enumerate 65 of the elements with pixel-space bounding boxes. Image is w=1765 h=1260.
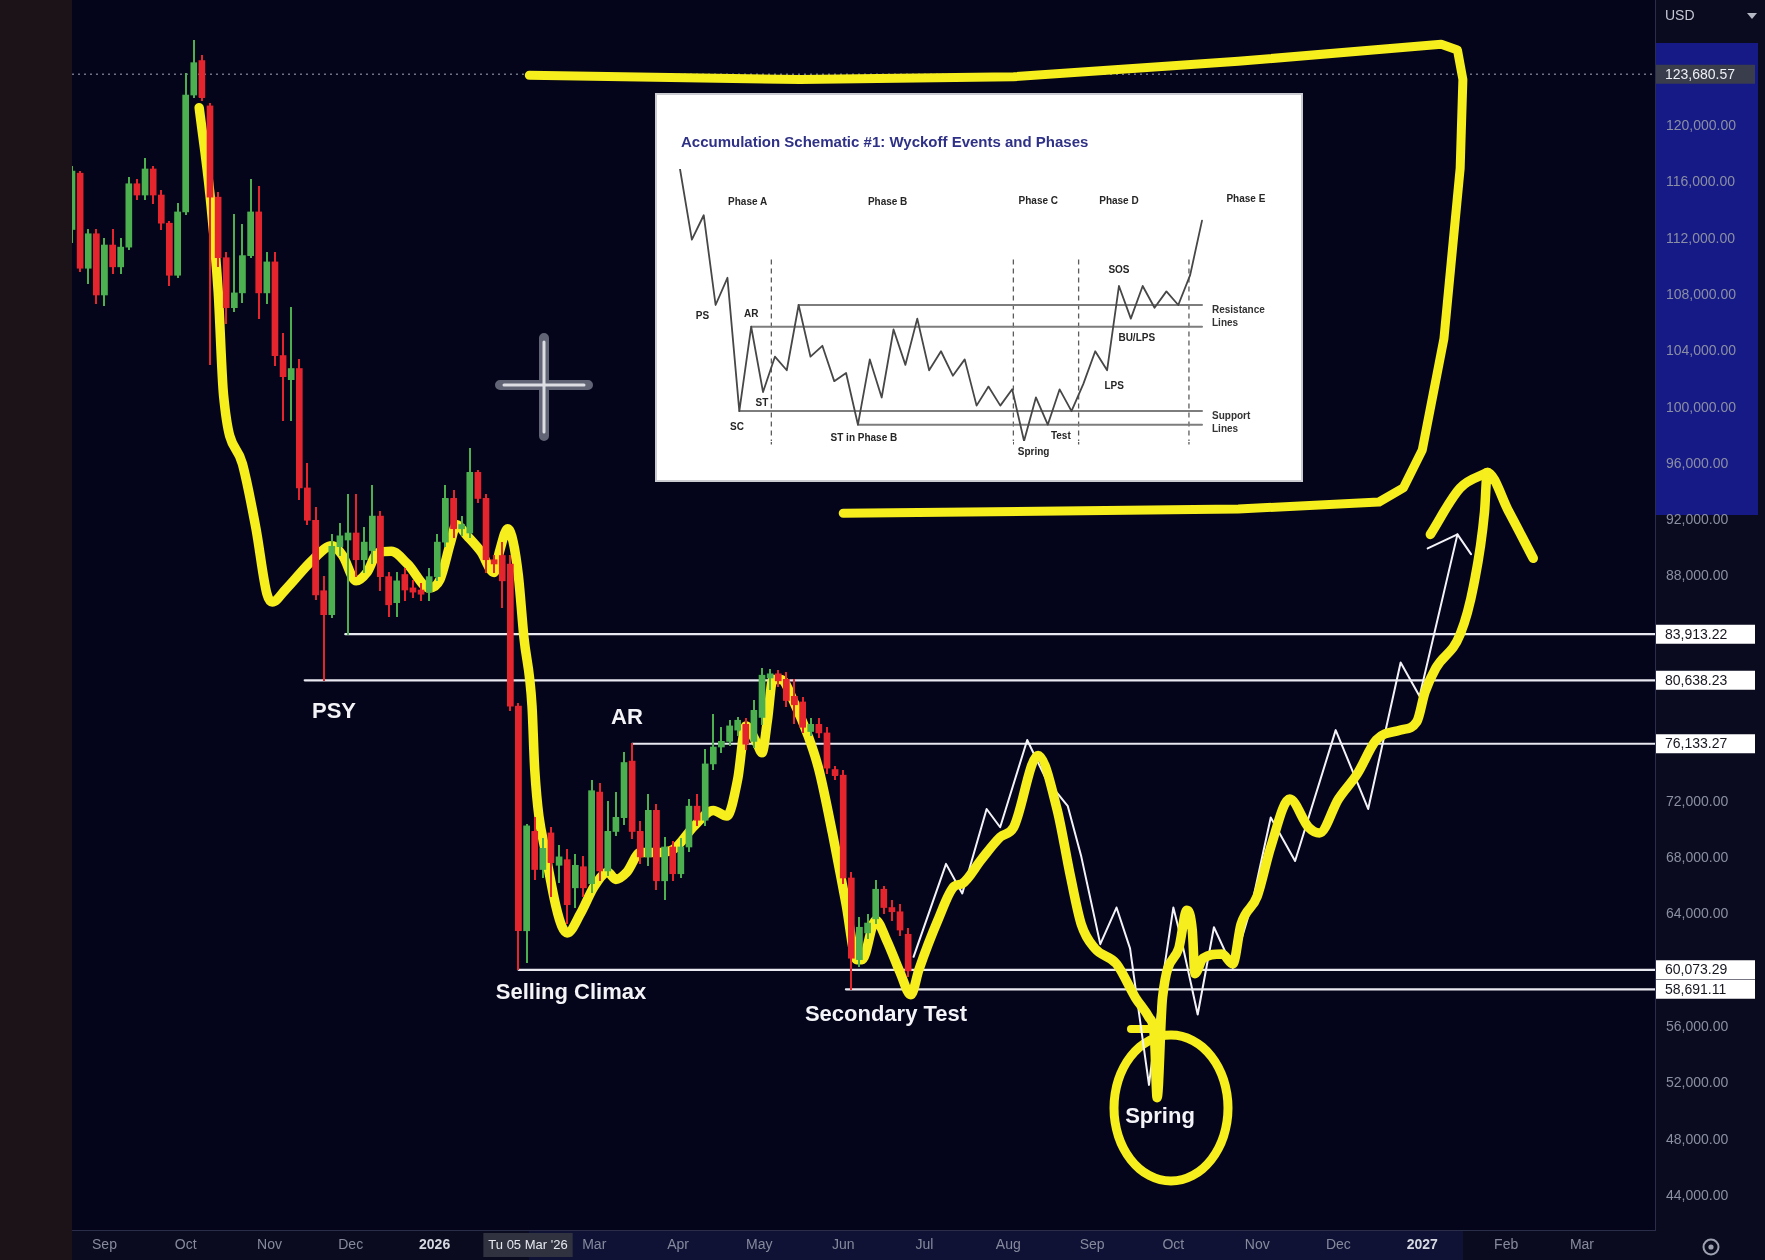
y-tick-label: 92,000.00 <box>1666 511 1729 528</box>
annotation: PS <box>695 309 710 321</box>
annotation: AR <box>611 704 643 730</box>
y-tick-label: 120,000.00 <box>1666 116 1737 133</box>
x-tick-label: Dec <box>338 1236 364 1253</box>
y-tick-label: 72,000.00 <box>1666 792 1729 809</box>
x-tick-label: Feb <box>1494 1236 1519 1253</box>
y-tick-label: 112,000.00 <box>1666 229 1736 246</box>
y-tick-label: 116,000.00 <box>1666 173 1736 190</box>
annotation: Selling Climax <box>495 979 647 1005</box>
y-tick-label: 104,000.00 <box>1666 342 1737 359</box>
x-tick-label: Sep <box>1079 1236 1105 1253</box>
data-label: 76,133.27 <box>1665 735 1728 752</box>
x-tick-label: Oct <box>1162 1236 1185 1253</box>
y-tick-label: 44,000.00 <box>1666 1187 1729 1204</box>
annotation: Phase B <box>867 195 908 207</box>
ref-line-label: 123,680.57 <box>1665 65 1736 82</box>
chart-title: Accumulation Schematic #1: Wyckoff Events and Phases <box>681 133 1089 151</box>
annotation: Secondary Test <box>804 1001 968 1027</box>
y-tick-label: 68,000.00 <box>1666 849 1729 866</box>
x-tick-label: May <box>746 1236 773 1253</box>
annotation: ST in Phase B <box>830 431 898 443</box>
x-tick-label: Dec <box>1325 1236 1351 1253</box>
data-label: 60,073.29 <box>1665 961 1728 978</box>
annotation: Test <box>1050 429 1072 441</box>
annotation: SOS <box>1108 263 1130 275</box>
x-tick-label: Jun <box>831 1236 855 1253</box>
annotation: Phase C <box>1018 194 1059 206</box>
annotation: Phase A <box>728 196 768 208</box>
x-tick-label: Sep <box>92 1236 118 1253</box>
x-tick-label: Nov <box>1244 1236 1270 1253</box>
y-tick-label: 56,000.00 <box>1666 1018 1729 1035</box>
data-label: 58,691.11 <box>1665 980 1727 997</box>
x-tick-label: 2026 <box>419 1236 451 1253</box>
x-tick-label: Jul <box>915 1236 934 1253</box>
annotation: BU/LPS <box>1118 332 1156 344</box>
annotation: Spring <box>1017 446 1050 458</box>
annotation: Phase E <box>1226 193 1266 205</box>
x-tick-label: Mar <box>1569 1236 1595 1253</box>
y-tick-label: 96,000.00 <box>1666 454 1729 471</box>
y-tick-label: 108,000.00 <box>1666 285 1737 302</box>
annotation: ST <box>755 396 769 408</box>
annotation: Spring <box>1125 1103 1195 1129</box>
data-label: 80,638.23 <box>1665 671 1728 688</box>
series-label: Resistance Lines <box>1212 303 1266 328</box>
text: Tu 05 Mar '26 <box>488 1237 568 1253</box>
annotation: PSY <box>311 698 357 724</box>
y-tick-label: 100,000.00 <box>1666 398 1737 415</box>
y-tick-label: 88,000.00 <box>1666 567 1729 584</box>
x-tick-label: Aug <box>995 1236 1021 1253</box>
x-tick-label: Mar <box>582 1236 607 1253</box>
y-tick-label: 52,000.00 <box>1666 1074 1729 1091</box>
series-label: Support Lines <box>1212 409 1251 434</box>
x-tick-label: 2027 <box>1406 1236 1439 1253</box>
x-tick-label: Oct <box>174 1236 197 1253</box>
y-axis-title: USD <box>1665 6 1695 23</box>
annotation: Phase D <box>1099 194 1139 206</box>
data-label: 83,913.22 <box>1665 625 1728 642</box>
annotation: SC <box>729 420 744 432</box>
y-tick-label: 64,000.00 <box>1666 905 1729 922</box>
x-tick-label: Nov <box>257 1236 282 1253</box>
x-tick-label: Apr <box>667 1236 690 1253</box>
annotation: AR <box>743 308 760 320</box>
annotation: LPS <box>1104 380 1125 392</box>
y-tick-label: 48,000.00 <box>1666 1130 1729 1147</box>
